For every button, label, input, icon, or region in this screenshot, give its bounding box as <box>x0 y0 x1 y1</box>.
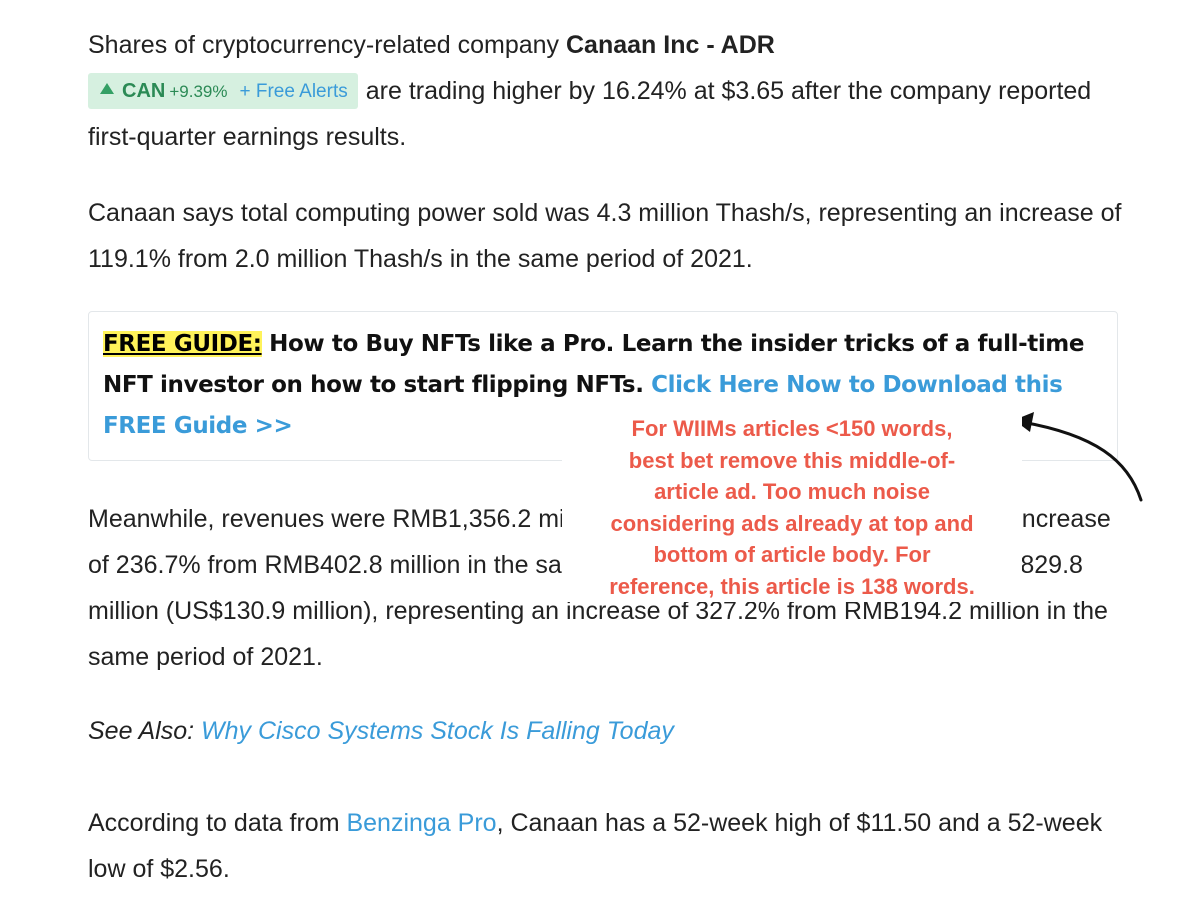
annotation-line: bottom of article body. For <box>653 542 931 567</box>
paragraph-intro: Shares of cryptocurrency-related company… <box>88 22 1128 160</box>
ad-download-link[interactable]: Click Here Now to Download this FREE Gui… <box>103 372 1063 439</box>
paragraph-computing-power: Canaan says total computing power sold w… <box>88 199 1122 273</box>
ticker-symbol[interactable]: CAN <box>122 80 166 102</box>
up-triangle-icon <box>100 83 114 94</box>
benzinga-pro-link[interactable]: Benzinga Pro <box>346 809 497 837</box>
editor-annotation: For WIIMs articles <150 words, best bet … <box>562 413 1022 602</box>
see-also: See Also: Why Cisco Systems Stock Is Fal… <box>88 708 1128 754</box>
intro-text-continued: are trading higher by 16.24% at $3.65 af… <box>88 77 1092 151</box>
paragraph-52-week: According to data from Benzinga Pro, Can… <box>88 800 1128 892</box>
ticker-change: +9.39% <box>169 82 228 101</box>
company-name: Canaan Inc - ADR <box>566 31 775 59</box>
ad-tag: FREE GUIDE: <box>103 331 262 357</box>
intro-text: Shares of cryptocurrency-related company <box>88 31 566 59</box>
free-guide-ad: FREE GUIDE: How to Buy NFTs like a Pro. … <box>88 311 1118 461</box>
see-also-link[interactable]: Why Cisco Systems Stock Is Falling Today <box>201 717 674 745</box>
ticker-chip[interactable]: CAN +9.39% + Free Alerts <box>88 73 358 109</box>
annotation-line: considering ads already at top and <box>610 510 974 536</box>
ad-text: How to Buy NFTs like a Pro. Learn the in… <box>103 331 1085 398</box>
annotation-line: best bet remove this middle-of- <box>628 447 956 473</box>
annotation-line: article ad. Too much noise <box>654 479 930 504</box>
see-also-label: See Also: <box>88 717 195 745</box>
52-week-text-continued: , Canaan has a 52-week high of $11.50 an… <box>88 809 1103 883</box>
curved-arrow-icon <box>1014 412 1143 502</box>
annotation-line: For WIIMs articles <150 words, <box>631 416 953 441</box>
52-week-text: According to data from <box>88 809 347 837</box>
annotation-line: reference, this article is 138 words. <box>609 573 975 599</box>
free-alerts-link[interactable]: + Free Alerts <box>239 81 348 102</box>
